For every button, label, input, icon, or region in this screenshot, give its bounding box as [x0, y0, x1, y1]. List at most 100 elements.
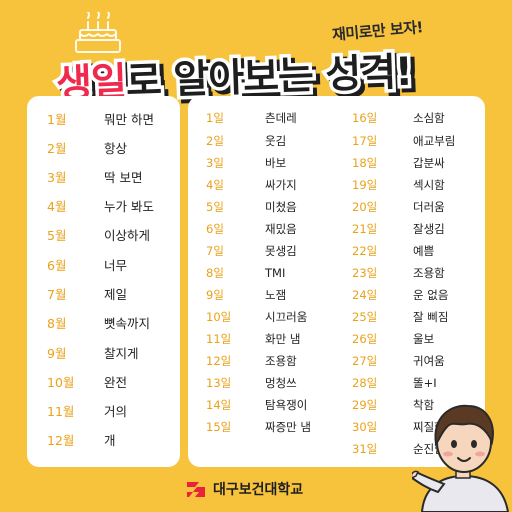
- day-text: 노잼: [265, 288, 287, 302]
- month-number: 9월: [47, 346, 67, 361]
- month-row: 4월 누가 봐도: [27, 197, 180, 217]
- day-row: 27일 귀여움: [338, 351, 483, 371]
- month-number: 12월: [47, 433, 75, 448]
- day-number: 11일: [206, 332, 232, 346]
- month-row: 3월 딱 보면: [27, 168, 180, 188]
- school-logo: 대구보건대학교: [185, 478, 303, 500]
- month-text: 이상하게: [104, 228, 151, 243]
- day-text: 예쁨: [413, 244, 435, 258]
- school-name: 대구보건대학교: [213, 482, 304, 498]
- month-text: 항상: [104, 141, 128, 156]
- month-text: 완전: [104, 375, 128, 390]
- day-row: 29일 착함: [338, 395, 483, 415]
- day-row: 24일 운 없음: [338, 285, 483, 305]
- day-number: 25일: [352, 310, 378, 324]
- month-text: 누가 봐도: [104, 199, 154, 214]
- day-text: TMI: [265, 266, 286, 280]
- day-row: 8일 TMI: [188, 263, 338, 283]
- day-row: 23일 조용함: [338, 263, 483, 283]
- day-number: 31일: [352, 442, 378, 456]
- month-text: 뭐만 하면: [104, 112, 154, 127]
- day-number: 23일: [352, 266, 378, 280]
- day-text: 섹시함: [413, 178, 445, 192]
- day-row: 11일 화만 냄: [188, 329, 338, 349]
- day-number: 15일: [206, 420, 232, 434]
- month-number: 10월: [47, 375, 75, 390]
- day-text: 짜증만 냄: [265, 420, 311, 434]
- day-text: 멍청쓰: [265, 376, 297, 390]
- day-row: 10일 시끄러움: [188, 307, 338, 327]
- day-number: 28일: [352, 376, 378, 390]
- day-text: 착함: [413, 398, 435, 412]
- day-text: 못생김: [265, 244, 297, 258]
- day-number: 19일: [352, 178, 378, 192]
- day-row: 5일 미쳤음: [188, 197, 338, 217]
- day-row: 26일 울보: [338, 329, 483, 349]
- day-number: 5일: [206, 200, 224, 214]
- day-number: 24일: [352, 288, 378, 302]
- day-number: 3일: [206, 156, 224, 170]
- month-text: 너무: [104, 258, 128, 273]
- day-number: 29일: [352, 398, 378, 412]
- day-text: 조용함: [265, 354, 297, 368]
- day-text: 애교부림: [413, 134, 456, 148]
- month-row: 7월 제일: [27, 285, 180, 305]
- day-number: 2일: [206, 134, 224, 148]
- day-text: 잘생김: [413, 222, 445, 236]
- day-row: 9일 노잼: [188, 285, 338, 305]
- day-number: 18일: [352, 156, 378, 170]
- month-row: 11월 거의: [27, 402, 180, 422]
- day-number: 9일: [206, 288, 224, 302]
- day-text: 갑분싸: [413, 156, 445, 170]
- day-number: 27일: [352, 354, 378, 368]
- day-number: 13일: [206, 376, 232, 390]
- day-text: 운 없음: [413, 288, 449, 302]
- day-number: 22일: [352, 244, 378, 258]
- birthday-cake-icon: [75, 12, 121, 53]
- day-row: 17일 애교부림: [338, 131, 483, 151]
- pointing-boy-illustration: [412, 404, 510, 512]
- day-row: 7일 못생김: [188, 241, 338, 261]
- month-row: 1월 뭐만 하면: [27, 110, 180, 130]
- day-text: 츤데레: [265, 111, 297, 125]
- day-row: 19일 섹시함: [338, 175, 483, 195]
- day-row: 2일 웃김: [188, 131, 338, 151]
- day-text: 조용함: [413, 266, 445, 280]
- day-number: 21일: [352, 222, 378, 236]
- day-number: 6일: [206, 222, 224, 236]
- day-number: 10일: [206, 310, 232, 324]
- day-row: 4일 싸가지: [188, 175, 338, 195]
- day-row: 31일 순진함: [338, 439, 483, 459]
- day-text: 더러움: [413, 200, 445, 214]
- day-row: 12일 조용함: [188, 351, 338, 371]
- month-text: 거의: [104, 404, 128, 419]
- day-number: 7일: [206, 244, 224, 258]
- day-number: 12일: [206, 354, 232, 368]
- month-text: 개: [104, 433, 116, 448]
- day-number: 1일: [206, 111, 224, 125]
- day-row: 22일 예쁨: [338, 241, 483, 261]
- month-row: 2월 항상: [27, 139, 180, 159]
- month-row: 10월 완전: [27, 373, 180, 393]
- month-number: 11월: [47, 404, 75, 419]
- month-row: 5월 이상하게: [27, 226, 180, 246]
- day-panel: 1일 츤데레 2일 웃김 3일 바보 4일 싸가지 5일 미쳤음 6일 재밌음 7일 못생김 …: [188, 96, 485, 467]
- day-row: 15일 짜증만 냄: [188, 417, 338, 437]
- day-row: 6일 재밌음: [188, 219, 338, 239]
- day-row: 18일 갑분싸: [338, 153, 483, 173]
- day-text: 바보: [265, 156, 287, 170]
- day-text: 울보: [413, 332, 435, 346]
- day-number: 14일: [206, 398, 232, 412]
- month-number: 7월: [47, 287, 67, 302]
- day-row: 3일 바보: [188, 153, 338, 173]
- day-row: 16일 소심함: [338, 108, 483, 128]
- day-text: 소심함: [413, 111, 445, 125]
- day-text: 시끄러움: [265, 310, 308, 324]
- day-text: 똘+I: [413, 376, 437, 390]
- month-row: 12월 개: [27, 431, 180, 451]
- day-row: 1일 츤데레: [188, 108, 338, 128]
- month-number: 5월: [47, 228, 67, 243]
- day-text: 싸가지: [265, 178, 297, 192]
- day-row: 28일 똘+I: [338, 373, 483, 393]
